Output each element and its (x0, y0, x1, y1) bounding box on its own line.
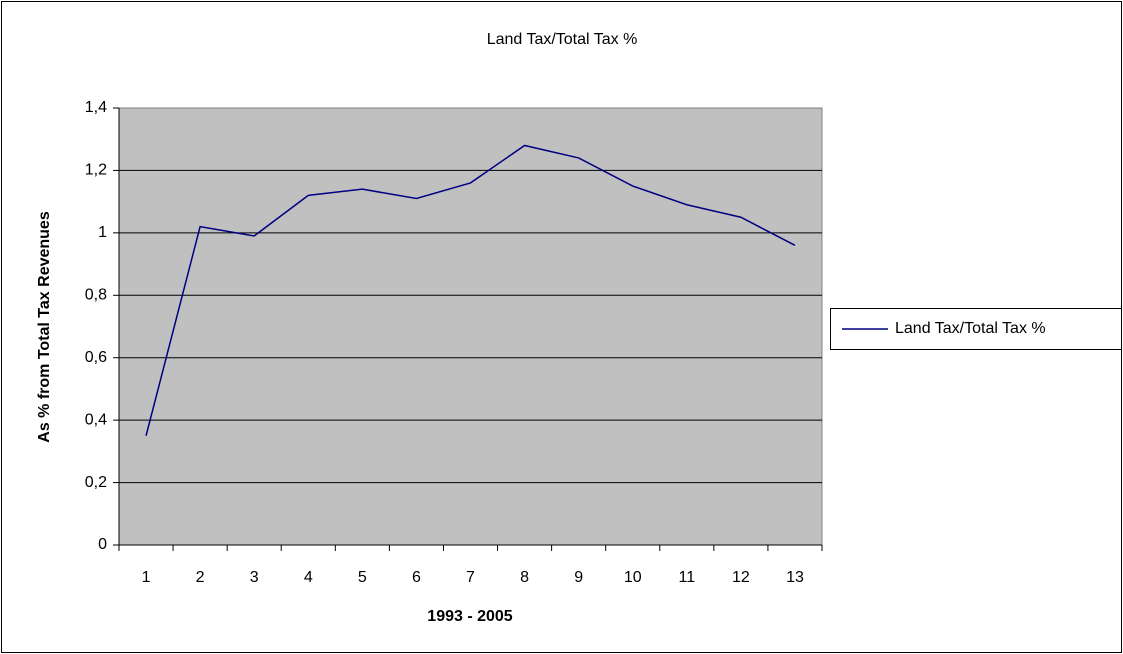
y-tick-label: 0,8 (85, 287, 107, 304)
x-tick-label: 1 (142, 569, 151, 586)
y-tick-label: 0,2 (85, 474, 107, 491)
y-tick-label: 0,6 (85, 349, 107, 366)
x-tick-label: 11 (679, 569, 696, 586)
y-axis-label: As % from Total Tax Revenues (36, 211, 53, 443)
y-tick-label: 1 (98, 224, 107, 241)
x-tick-label: 2 (196, 569, 205, 586)
x-tick-label: 12 (732, 569, 750, 586)
y-tick-label: 1,2 (85, 162, 107, 179)
x-tick-label: 3 (250, 569, 259, 586)
x-tick-label: 5 (358, 569, 367, 586)
legend-label: Land Tax/Total Tax % (895, 320, 1046, 337)
y-tick-label: 0,4 (85, 411, 107, 428)
data-line (145, 144, 796, 436)
x-tick-label: 8 (520, 569, 529, 586)
x-axis-label: 1993 - 2005 (427, 608, 513, 625)
x-tick-label: 6 (412, 569, 421, 586)
x-tick-label: 13 (786, 569, 804, 586)
chart-title: Land Tax/Total Tax % (487, 31, 638, 48)
x-tick-label: 9 (574, 569, 583, 586)
x-tick-label: 7 (466, 569, 475, 586)
plot-area (118, 107, 823, 546)
x-tick-label: 4 (304, 569, 313, 586)
x-tick-label: 10 (624, 569, 642, 586)
y-tick-label: 1,4 (85, 99, 107, 116)
y-tick-label: 0 (98, 536, 107, 553)
